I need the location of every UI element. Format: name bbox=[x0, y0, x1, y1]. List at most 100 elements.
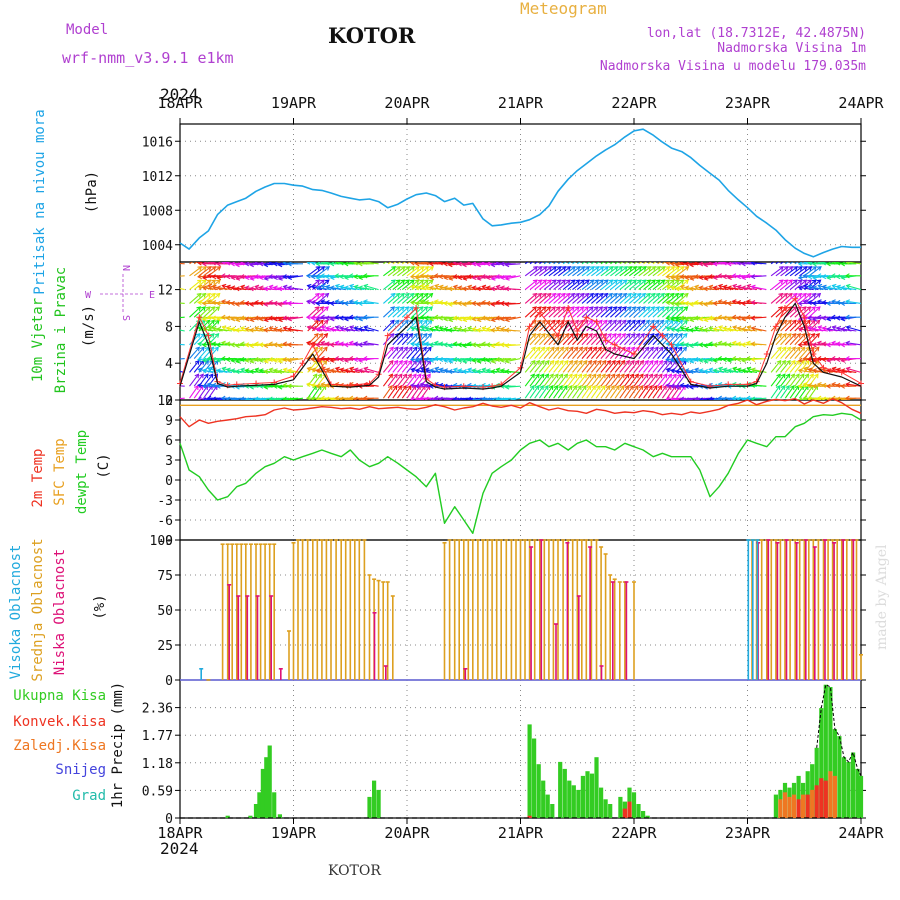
wind-arrow-head bbox=[322, 359, 328, 365]
wind-arrow-head bbox=[657, 255, 661, 259]
wind-arrow-head bbox=[810, 333, 816, 338]
wind-arrow-head bbox=[707, 315, 713, 321]
wind-arrow-head bbox=[170, 301, 174, 305]
wind-arrow-head bbox=[214, 346, 219, 352]
wind-arrow-head bbox=[792, 292, 798, 298]
wind-arrow-head bbox=[573, 346, 579, 352]
wind-arrow-head bbox=[310, 300, 316, 306]
wind-arrow-head bbox=[623, 255, 627, 259]
wind-arrow bbox=[595, 262, 600, 265]
wind-arrow-head bbox=[310, 262, 316, 266]
wind-arrow-head bbox=[631, 319, 636, 325]
wind-arrow-head bbox=[344, 397, 349, 400]
pressure-unit: (hPa) bbox=[84, 171, 100, 213]
wind-arrow-head bbox=[220, 356, 226, 362]
wind-arrow-head bbox=[306, 366, 312, 372]
wind-arrow-head bbox=[534, 255, 538, 259]
wind-arrow-head bbox=[400, 266, 406, 271]
wind-arrow bbox=[614, 373, 625, 387]
wind-arrow bbox=[605, 266, 618, 277]
wind-arrow-head bbox=[794, 255, 798, 259]
wind-arrow bbox=[548, 279, 561, 291]
wind-arrow bbox=[382, 346, 394, 359]
wind-arrow-head bbox=[215, 306, 221, 311]
wind-arrow-head bbox=[452, 262, 458, 266]
wind-arrow bbox=[529, 360, 540, 373]
wind-arrow-head bbox=[605, 373, 611, 379]
wind-arrow bbox=[633, 266, 647, 277]
wind-arrow-head bbox=[788, 266, 794, 271]
wind-arrow-head bbox=[617, 292, 623, 298]
wind-arrow bbox=[586, 373, 597, 387]
wind-arrow-head bbox=[321, 255, 325, 259]
wind-arrow-head bbox=[471, 368, 477, 374]
wind-arrow-head bbox=[798, 397, 803, 400]
wind-arrow-head bbox=[845, 366, 851, 372]
wind-arrow bbox=[610, 293, 623, 304]
wind-arrow-head bbox=[592, 333, 598, 338]
wind-arrow-head bbox=[201, 326, 207, 332]
wind-arrow-head bbox=[410, 367, 416, 373]
wind-arrow-head bbox=[401, 255, 405, 259]
wind-arrow-head bbox=[461, 327, 467, 333]
wind-arrow-head bbox=[423, 306, 429, 311]
wind-arrow-head bbox=[404, 319, 409, 325]
wind-arrow bbox=[609, 360, 621, 373]
wind-arrow bbox=[666, 320, 679, 332]
wind-arrow bbox=[553, 385, 563, 399]
wind-arrow bbox=[600, 346, 612, 359]
wind-arrow-head bbox=[325, 284, 331, 290]
wind-arrow-head bbox=[338, 300, 344, 306]
wind-arrow-head bbox=[329, 368, 335, 374]
wind-arrow-head bbox=[633, 385, 639, 390]
wind-arrow-head bbox=[414, 383, 420, 389]
wind-arrow-head bbox=[575, 292, 580, 298]
wind-arrow bbox=[628, 279, 642, 291]
wind-arrow bbox=[572, 266, 585, 277]
wind-arrow bbox=[671, 266, 685, 277]
wind-arrow-head bbox=[745, 314, 751, 320]
wind-arrow bbox=[647, 373, 658, 387]
wind-arrow bbox=[775, 360, 786, 373]
wind-arrow-head bbox=[353, 262, 358, 266]
wind-arrow-head bbox=[230, 262, 235, 267]
wind-arrow-head bbox=[390, 279, 396, 285]
wind-arrow-head bbox=[434, 283, 440, 289]
wind-arrow-head bbox=[656, 266, 662, 271]
wind-arrow-head bbox=[410, 326, 416, 332]
wind-arrow-head bbox=[698, 368, 704, 374]
y-tick-label: 2.36 bbox=[142, 702, 173, 717]
wind-arrow-head bbox=[727, 397, 732, 400]
wind-arrow-head bbox=[670, 274, 676, 281]
wind-arrow-head bbox=[741, 326, 747, 332]
wind-arrow-head bbox=[814, 373, 819, 379]
wind-arrow-head bbox=[797, 342, 803, 348]
wind-arrow bbox=[775, 373, 786, 387]
wind-arrow-head bbox=[717, 283, 723, 289]
wind-arrow-head bbox=[466, 262, 472, 266]
wind-arrow bbox=[638, 360, 649, 373]
wind-arrow bbox=[657, 293, 670, 304]
wind-arrow-head bbox=[840, 300, 845, 306]
wind-arrow-head bbox=[348, 314, 354, 320]
wind-arrow-head bbox=[409, 300, 415, 306]
wind-arrow-head bbox=[693, 326, 699, 332]
wind-arrow-head bbox=[409, 306, 414, 311]
wind-arrow-head bbox=[447, 286, 453, 292]
wind-arrow-head bbox=[313, 333, 319, 338]
total-precip-bar bbox=[550, 804, 555, 818]
wind-arrow bbox=[406, 320, 418, 332]
wind-arrow bbox=[567, 360, 578, 373]
wind-arrow-head bbox=[194, 359, 200, 365]
wind-gust-marker bbox=[820, 364, 827, 371]
wind-arrow-head bbox=[561, 279, 567, 285]
wind-arrow bbox=[643, 360, 654, 373]
wind-arrow-head bbox=[414, 262, 420, 267]
frozen-precip-bar bbox=[791, 794, 797, 818]
wind-arrow-head bbox=[408, 333, 414, 338]
temp2m-line bbox=[179, 398, 862, 428]
wind-arrow bbox=[600, 385, 610, 399]
total-precip-bar bbox=[594, 757, 599, 818]
wind-arrow-head bbox=[230, 368, 236, 374]
wind-arrow-head bbox=[235, 275, 241, 281]
